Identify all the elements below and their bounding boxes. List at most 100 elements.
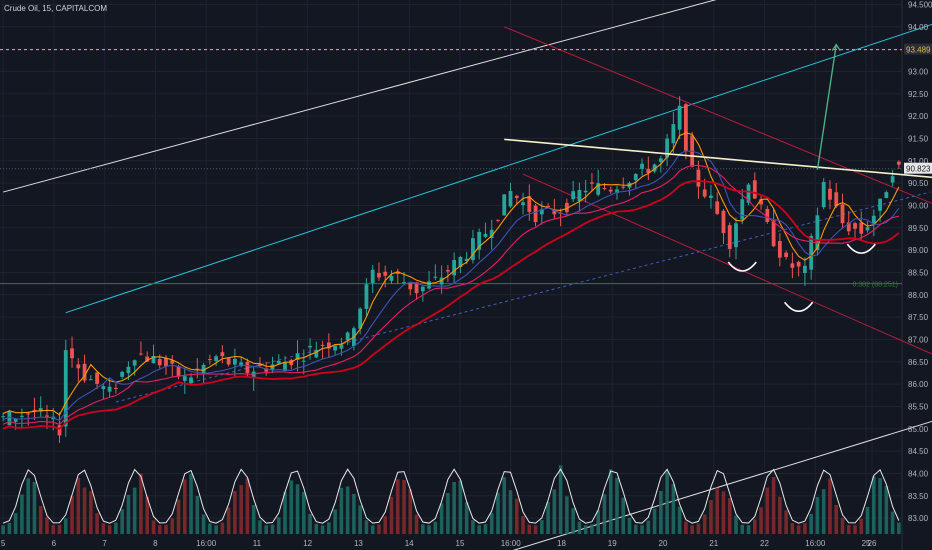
volume-bar — [220, 522, 225, 534]
candle-body — [427, 281, 431, 289]
x-tick-label: 25 — [862, 539, 871, 548]
candle-body — [752, 180, 757, 199]
volume-bar — [752, 519, 757, 534]
candle-body — [577, 189, 582, 202]
volume-bar — [828, 478, 832, 534]
candle-body — [132, 360, 137, 366]
candle-body — [865, 227, 870, 231]
candle-body — [727, 225, 732, 249]
volume-bar — [546, 502, 550, 534]
volume-bar — [251, 504, 256, 534]
volume-bar — [95, 513, 99, 534]
candle-body — [370, 269, 375, 284]
volume-bar — [496, 492, 500, 534]
x-tick-label: 16:00 — [805, 539, 826, 548]
candle-body — [383, 271, 388, 276]
volume-bar — [101, 523, 106, 534]
candle-body — [796, 261, 801, 267]
volume-bar — [308, 513, 312, 534]
volume-bar — [734, 515, 738, 534]
volume-bar — [258, 520, 262, 534]
volume-bar — [696, 523, 701, 534]
candle-body — [521, 202, 525, 206]
candle-body — [602, 188, 607, 190]
pattern-shoulder-mark — [784, 301, 814, 312]
volume-bar — [433, 521, 438, 534]
volume-bar — [20, 494, 24, 534]
candle-body — [890, 176, 895, 183]
candle-body — [345, 332, 350, 341]
candle-body — [195, 368, 200, 370]
volume-bar — [170, 518, 175, 534]
candle-body — [590, 182, 594, 184]
volume-bar — [533, 525, 538, 534]
candle-body — [145, 356, 150, 362]
volume-bar — [483, 524, 488, 534]
candle-body — [1, 416, 6, 418]
volume-bar — [890, 511, 895, 534]
x-tick-label: 7 — [102, 539, 107, 548]
candle-body — [7, 410, 12, 425]
candle-body — [13, 418, 18, 422]
candle-body — [896, 161, 901, 165]
pattern-shoulder-mark — [846, 243, 876, 254]
volume-bar — [13, 513, 18, 534]
volume-bar — [790, 522, 795, 534]
candle-body — [182, 376, 187, 381]
volume-bar — [182, 479, 187, 534]
candle-body — [402, 282, 406, 284]
candle-body — [295, 353, 300, 360]
candle-body — [871, 215, 876, 224]
candle-body — [414, 282, 419, 294]
y-tick-label: 84.00 — [908, 469, 929, 478]
candle-body — [76, 364, 81, 369]
candle-body — [696, 169, 701, 187]
time-axis[interactable]: 5 6 7 8 16:00 11 12 13 14 15 16:00 18 19 20 21 22 16:00 2… — [1, 539, 877, 548]
volume-bar — [408, 489, 413, 534]
candle-body — [283, 362, 287, 372]
volume-bar — [684, 521, 688, 534]
candle-body — [189, 377, 193, 384]
volume-bar — [38, 506, 43, 534]
price-axis[interactable]: 83.00 83.50 84.00 84.50 85.00 85.50 86.00 86.50… — [904, 0, 932, 523]
y-tick-label: 84.50 — [908, 447, 929, 456]
volume-bar — [195, 495, 200, 534]
volume-bar — [364, 520, 369, 534]
volume-bar — [502, 477, 507, 534]
volume-bar — [233, 490, 237, 534]
volume-bar — [715, 487, 720, 534]
volume-bar — [590, 524, 594, 534]
candle-body — [57, 425, 62, 436]
x-tick-label: 13 — [354, 539, 363, 548]
volume-bar — [821, 489, 826, 534]
candle-body — [464, 258, 469, 261]
volume-bar — [721, 491, 726, 534]
volume-bar — [521, 515, 525, 534]
channel-white-top — [3, 0, 717, 193]
volume-bar — [239, 484, 243, 534]
candle-body — [633, 174, 638, 181]
candle-body — [546, 205, 550, 207]
candle-body — [709, 195, 713, 199]
moving-averages — [2, 132, 900, 430]
volume-bar — [151, 520, 156, 534]
volume-bar — [452, 482, 456, 534]
y-tick-label: 94.00 — [908, 23, 929, 32]
candle-body — [82, 363, 87, 381]
x-tick-label: 14 — [405, 539, 414, 548]
candle-body — [765, 208, 770, 222]
candle-body — [652, 164, 657, 172]
candle-body — [859, 222, 864, 234]
volume-bar — [740, 524, 745, 534]
candle-body — [452, 260, 457, 276]
candle-body — [502, 194, 507, 216]
pattern-shoulder-mark — [727, 261, 757, 272]
volume-bar — [527, 524, 532, 534]
y-tick-label: 91.50 — [908, 134, 929, 143]
volume-bar — [771, 476, 776, 534]
volume-bar — [671, 484, 676, 534]
volume-bar — [214, 525, 218, 534]
volume-bar — [565, 496, 569, 534]
